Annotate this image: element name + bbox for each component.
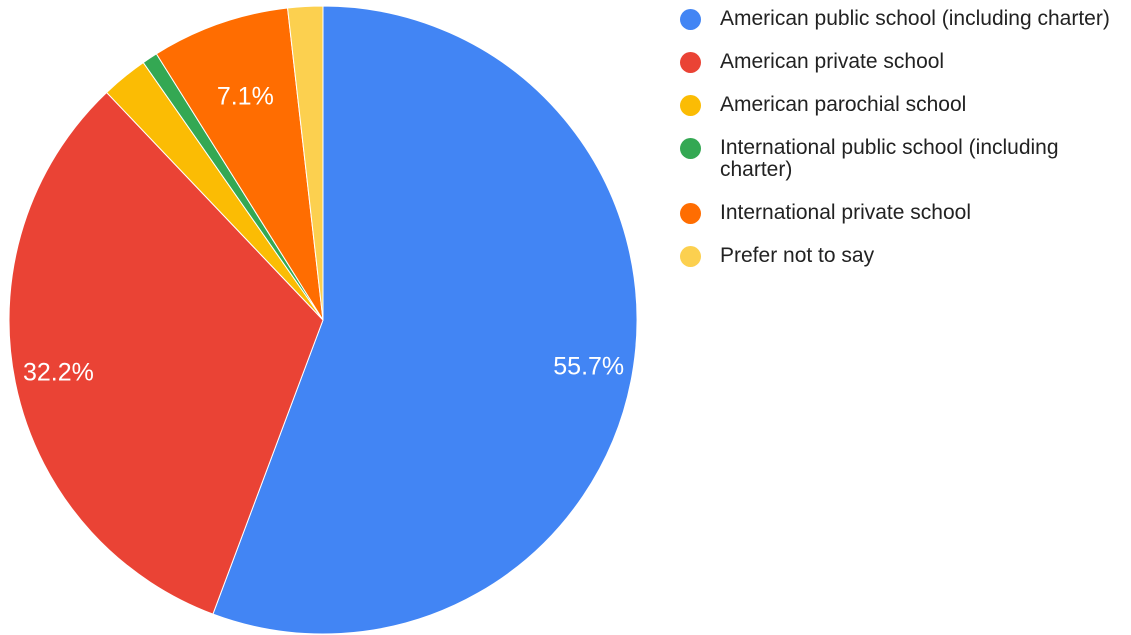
pie-slice — [287, 5, 324, 321]
pie-slice — [212, 5, 638, 635]
legend-swatch-icon — [680, 246, 701, 267]
legend-swatch-icon — [680, 138, 701, 159]
legend-label: International private school — [720, 201, 971, 224]
legend-label: American public school (including charte… — [720, 7, 1110, 30]
legend-swatch-icon — [680, 95, 701, 116]
legend-swatch-icon — [680, 52, 701, 73]
pie-slices — [8, 5, 638, 635]
legend-label: International public school (including c… — [720, 136, 1059, 181]
pie-slice — [155, 7, 324, 321]
legend-item: American parochial school — [680, 94, 1125, 116]
pie-slice-label: 7.1% — [217, 82, 274, 110]
legend-label: American private school — [720, 50, 945, 73]
legend-swatch-icon — [680, 203, 701, 224]
legend-label: American parochial school — [720, 93, 967, 116]
legend-item: American public school (including charte… — [680, 8, 1125, 30]
legend: American public school (including charte… — [680, 8, 1125, 288]
pie-slice-label: 32.2% — [23, 359, 94, 387]
legend-item: International public school (including c… — [680, 137, 1125, 181]
pie-chart: 55.7% 32.2% 7.1% — [8, 5, 638, 635]
legend-label: Prefer not to say — [720, 244, 875, 267]
pie-slice — [8, 91, 324, 615]
pie-slice-label: 55.7% — [553, 353, 624, 381]
legend-item: American private school — [680, 51, 1125, 73]
pie-slice-labels: 55.7% 32.2% 7.1% — [23, 82, 624, 386]
legend-item: International private school — [680, 202, 1125, 224]
legend-item: Prefer not to say — [680, 245, 1125, 267]
legend-swatch-icon — [680, 9, 701, 30]
